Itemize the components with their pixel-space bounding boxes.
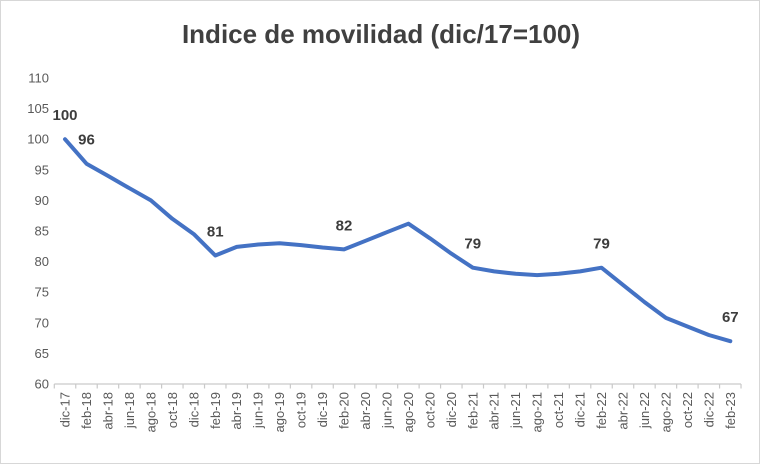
data-label: 67 <box>722 309 739 326</box>
x-axis-label: jun-19 <box>251 392 266 429</box>
x-axis-label: jun-21 <box>508 392 523 429</box>
y-axis-label: 65 <box>35 346 49 361</box>
data-label: 79 <box>464 236 481 253</box>
x-axis-label: feb-22 <box>594 392 609 429</box>
x-axis-label: abr-21 <box>487 392 502 430</box>
x-axis-label: jun-22 <box>637 392 652 429</box>
x-axis-label: abr-20 <box>358 392 373 430</box>
y-axis-label: 60 <box>35 377 49 392</box>
x-axis-label: oct-20 <box>422 392 437 428</box>
y-axis-label: 95 <box>35 162 49 177</box>
chart-title: Indice de movilidad (dic/17=100) <box>181 19 581 49</box>
x-axis-label: dic-21 <box>573 392 588 427</box>
x-axis-label: oct-21 <box>551 392 566 428</box>
x-axis-label: feb-23 <box>723 392 738 429</box>
x-axis-label: dic-22 <box>701 392 716 427</box>
x-axis-label: dic-20 <box>444 392 459 427</box>
x-axis-label: dic-18 <box>186 392 201 427</box>
data-label: 81 <box>207 223 224 240</box>
x-axis-label: ago-21 <box>530 392 545 432</box>
x-axis-label: feb-20 <box>337 392 352 429</box>
y-axis-label: 100 <box>27 132 49 147</box>
y-axis-label: 70 <box>35 315 49 330</box>
y-axis-label: 80 <box>35 254 49 269</box>
y-axis-label: 75 <box>35 285 49 300</box>
data-series-line <box>63 137 733 344</box>
x-axis-label: jun-20 <box>379 392 394 429</box>
x-axis-label: dic-17 <box>58 392 73 427</box>
x-axis-label: abr-18 <box>100 392 115 430</box>
y-axis-label: 90 <box>35 193 49 208</box>
x-axis-label: ago-20 <box>401 392 416 432</box>
data-label: 82 <box>336 217 353 234</box>
x-axis-label: ago-22 <box>658 392 673 432</box>
x-axis-label: dic-19 <box>315 392 330 427</box>
data-label: 100 <box>53 107 78 124</box>
x-axis-label: feb-18 <box>79 392 94 429</box>
x-axis-label: ago-18 <box>143 392 158 432</box>
x-axis-label: jun-18 <box>122 392 137 429</box>
y-axis-label: 85 <box>35 224 49 239</box>
x-axis-label: ago-19 <box>272 392 287 432</box>
x-axis-label: abr-22 <box>615 392 630 430</box>
y-axis-label: 110 <box>28 71 49 86</box>
x-axis-label: oct-19 <box>294 392 309 428</box>
x-axis-label: abr-19 <box>229 392 244 430</box>
x-axis-label: feb-19 <box>208 392 223 429</box>
x-axis-label: feb-21 <box>465 392 480 429</box>
x-axis-label: oct-22 <box>680 392 695 428</box>
x-axis-label: oct-18 <box>165 392 180 428</box>
data-label: 79 <box>593 236 610 253</box>
data-label: 96 <box>78 132 95 149</box>
y-axis-label: 105 <box>27 101 49 116</box>
